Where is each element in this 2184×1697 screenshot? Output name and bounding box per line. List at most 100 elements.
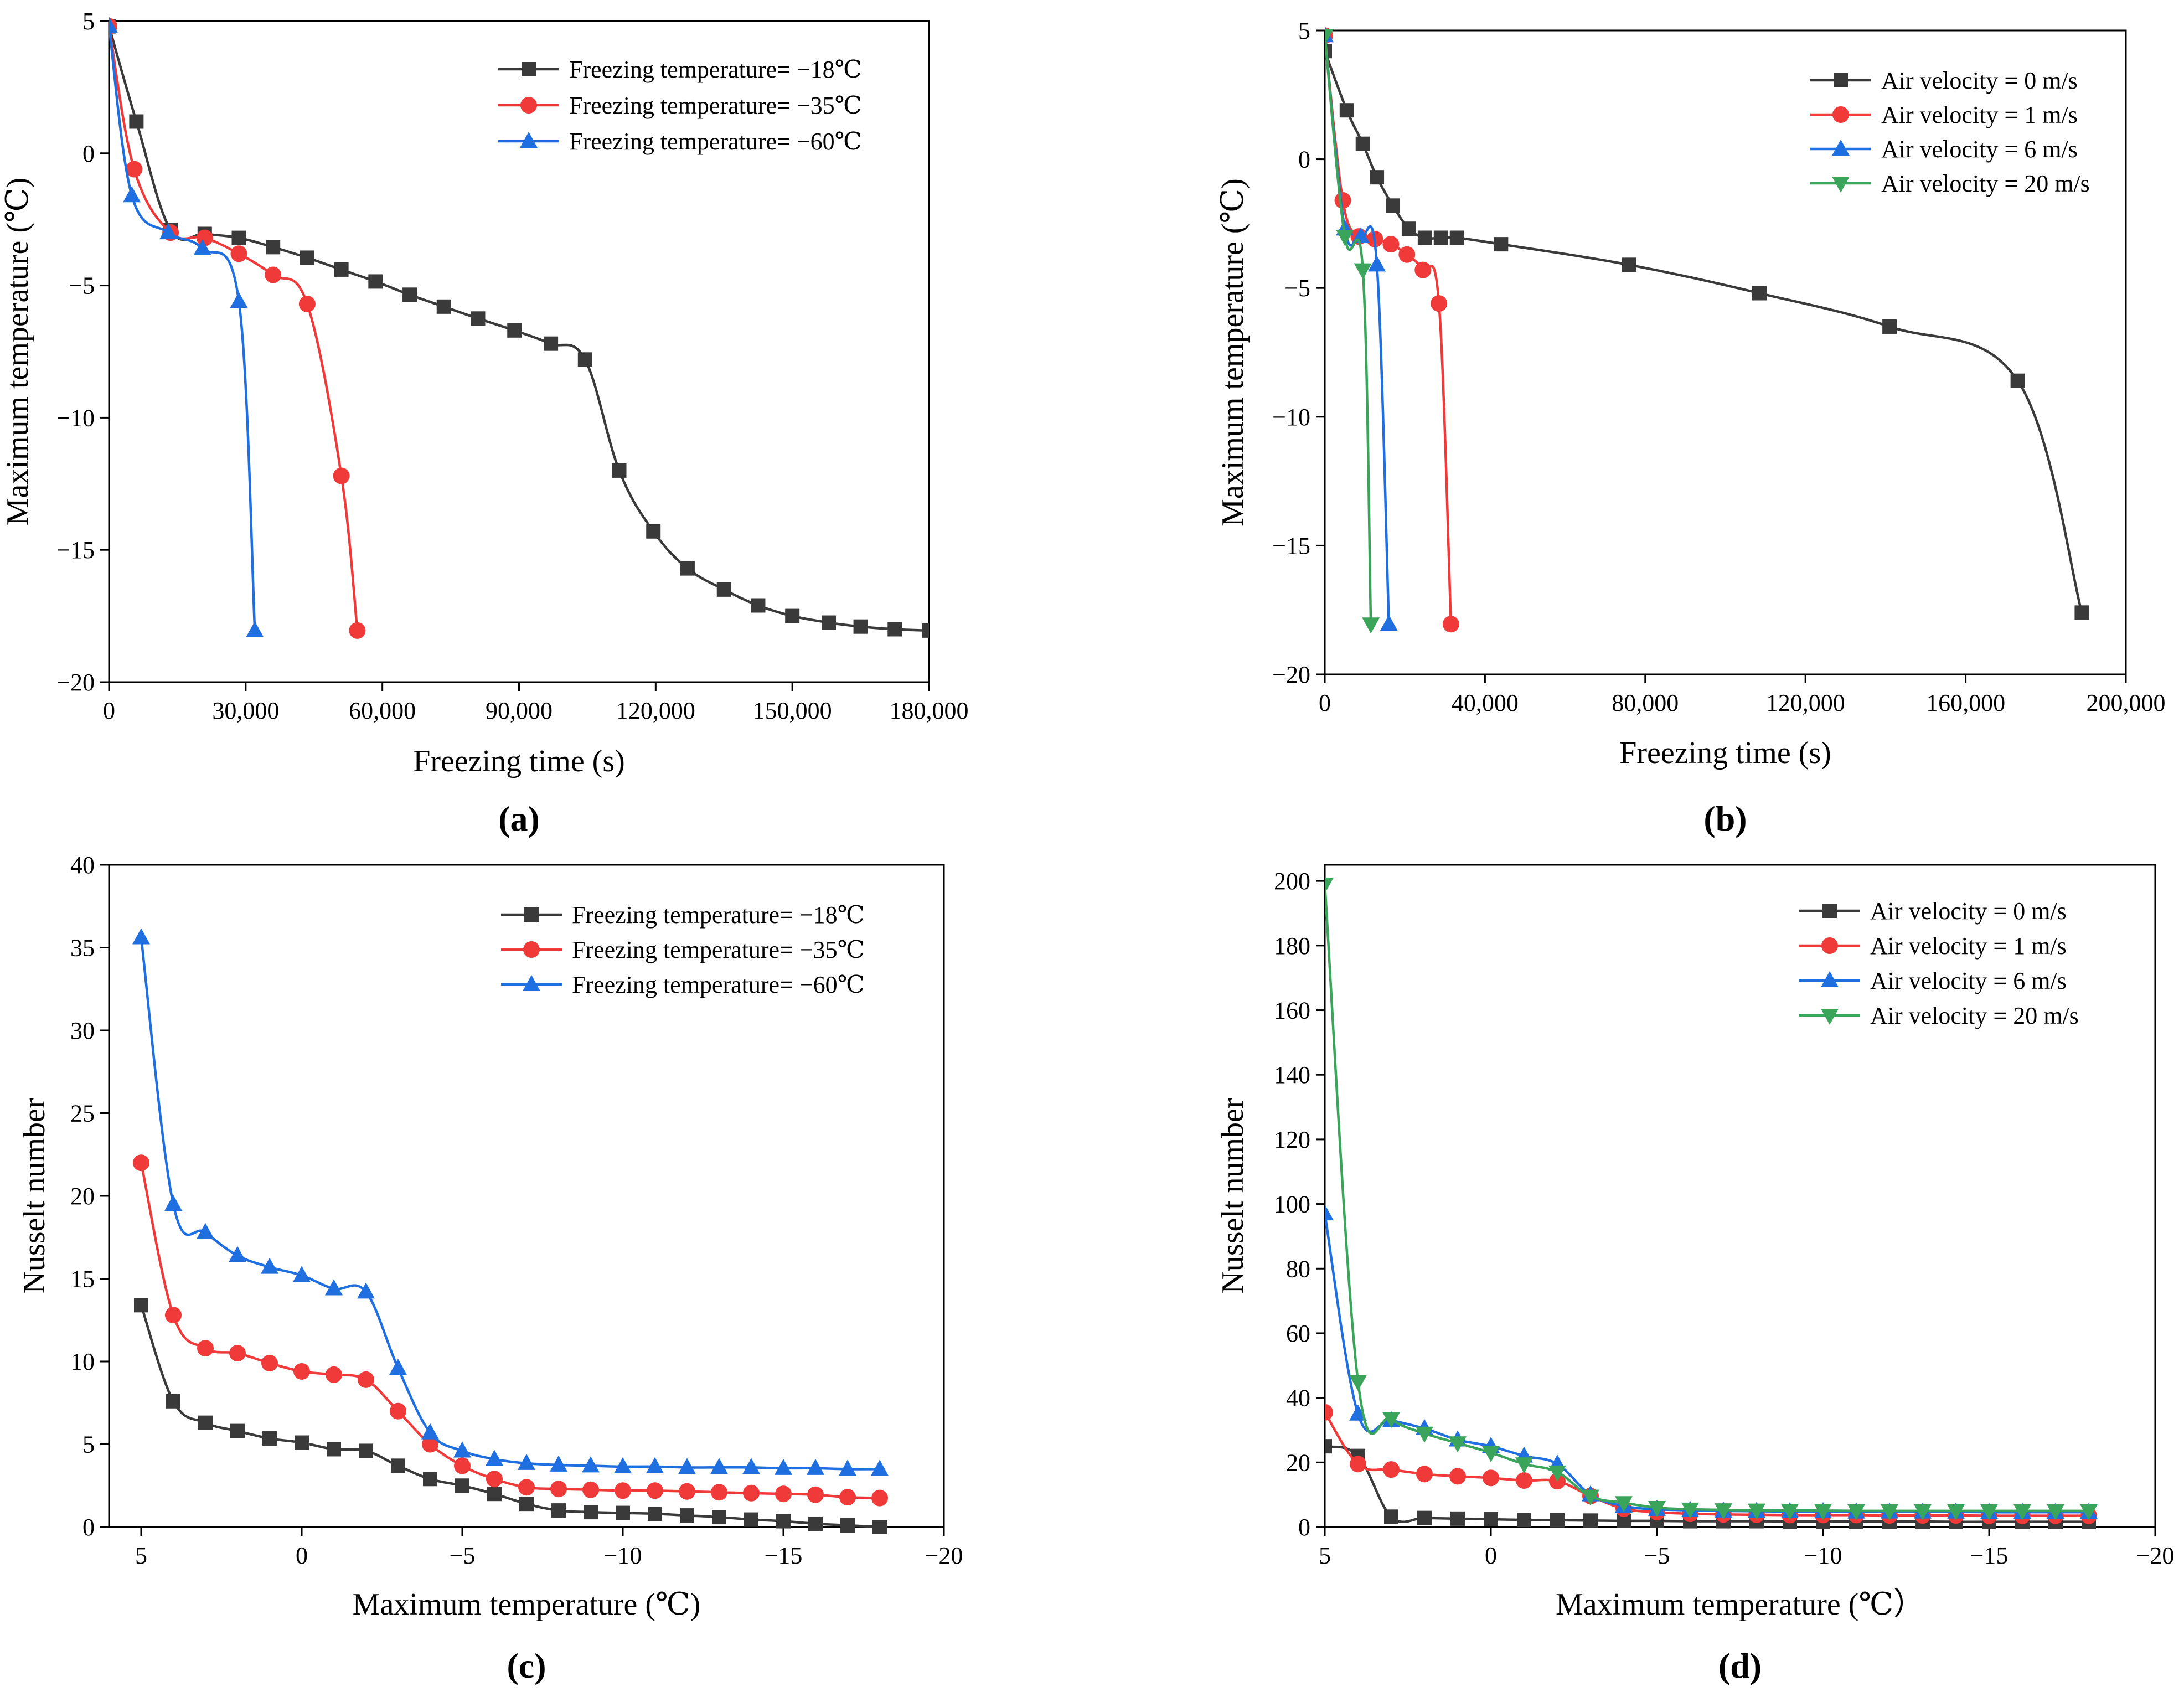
data-point-s2 xyxy=(871,1459,889,1476)
data-point-s1 xyxy=(298,296,316,313)
data-point-s0 xyxy=(1583,1513,1598,1528)
plot-frame xyxy=(1324,864,2156,1528)
data-point-s2 xyxy=(325,1279,343,1296)
data-point-s1 xyxy=(550,1481,567,1498)
data-point-s0 xyxy=(544,336,559,351)
legend-marker xyxy=(523,941,540,958)
series-group xyxy=(1325,878,2098,1529)
data-point-s2 xyxy=(582,1456,600,1473)
y-axis-label: Nusselt number xyxy=(1216,1098,1250,1293)
data-point-s2 xyxy=(389,1358,407,1375)
data-point-s1 xyxy=(518,1479,535,1496)
y-tick-label: 30 xyxy=(70,1017,95,1044)
data-point-s3 xyxy=(1914,1504,1932,1520)
legend-marker xyxy=(522,62,536,76)
data-point-s2 xyxy=(246,621,264,637)
data-point-s0 xyxy=(1484,1512,1498,1526)
data-point-s0 xyxy=(1752,286,1767,301)
plot-frame xyxy=(108,20,930,683)
data-point-s0 xyxy=(231,230,246,245)
data-point-s3 xyxy=(1354,263,1372,280)
data-point-s0 xyxy=(368,274,383,289)
x-tick-label: −15 xyxy=(765,1542,803,1569)
y-tick-label: 140 xyxy=(1274,1061,1310,1089)
series-group xyxy=(132,928,889,1534)
series-line-1 xyxy=(1325,1411,2089,1517)
data-point-s2 xyxy=(261,1257,278,1274)
chart-b: 0 40,000 80,000 120,000 160,000 200,000 −20 −15… xyxy=(1216,17,2166,838)
data-point-s1 xyxy=(647,1482,663,1499)
x-tick-label: 180,000 xyxy=(890,697,969,724)
data-point-s3 xyxy=(1648,1500,1666,1517)
data-point-s1 xyxy=(1382,236,1400,253)
data-point-s0 xyxy=(487,1487,502,1502)
data-point-s2 xyxy=(742,1458,760,1474)
x-tick-label: 150,000 xyxy=(753,697,832,724)
data-point-s1 xyxy=(197,1340,214,1357)
data-point-s3 xyxy=(1548,1465,1566,1482)
legend-label: Freezing temperature= −35℃ xyxy=(569,92,862,119)
data-point-s1 xyxy=(126,161,143,178)
y-tick-label: 5 xyxy=(1298,17,1310,44)
data-point-s1 xyxy=(454,1457,471,1474)
data-point-s0 xyxy=(1494,237,1509,252)
data-point-s1 xyxy=(871,1489,888,1507)
data-point-s2 xyxy=(229,1246,246,1262)
data-point-s3 xyxy=(1681,1502,1699,1519)
data-point-s2 xyxy=(159,223,177,240)
series-line-2 xyxy=(140,937,880,1471)
data-point-s0 xyxy=(853,619,868,634)
data-point-s2 xyxy=(132,928,150,945)
x-tick-label: 5 xyxy=(135,1542,147,1569)
x-tick-label: −5 xyxy=(450,1542,476,1569)
data-point-s0 xyxy=(519,1497,534,1512)
data-point-s1 xyxy=(1398,246,1416,263)
data-point-s3 xyxy=(2013,1504,2031,1520)
data-point-s3 xyxy=(1881,1504,1898,1520)
data-point-s0 xyxy=(1882,319,1897,334)
data-point-s1 xyxy=(1383,1461,1400,1478)
data-point-s3 xyxy=(1748,1503,1765,1520)
data-point-s3 xyxy=(1847,1504,1865,1520)
y-tick-label: 160 xyxy=(1274,997,1310,1024)
data-point-s3 xyxy=(1515,1457,1533,1474)
data-point-s0 xyxy=(166,1394,180,1409)
data-point-s0 xyxy=(2074,605,2089,620)
y-axis-label: Maximum temperature (℃) xyxy=(1216,178,1250,527)
data-point-s2 xyxy=(123,186,141,203)
legend-label: Air velocity = 1 m/s xyxy=(1881,101,2078,128)
legend: Air velocity = 0 m/s Air velocity = 1 m/s… xyxy=(1810,67,2090,197)
legend-marker xyxy=(1832,177,1850,193)
data-point-s3 xyxy=(1781,1504,1799,1520)
data-point-s0 xyxy=(577,352,592,367)
y-tick-label: 25 xyxy=(70,1100,95,1127)
x-axis-label: Maximum temperature (℃） xyxy=(1556,1587,1924,1622)
data-point-s2 xyxy=(293,1266,311,1282)
data-point-s0 xyxy=(646,524,661,539)
legend-marker xyxy=(1834,73,1848,87)
data-point-s2 xyxy=(807,1458,824,1475)
data-point-s1 xyxy=(349,622,366,639)
data-point-s0 xyxy=(887,622,902,637)
chart-c: 5 0 −5 −10 −15 −20 0 5 10 15 20 25 30 35 40 Maximum tem… xyxy=(17,852,963,1685)
data-point-s0 xyxy=(359,1443,373,1458)
data-point-s3 xyxy=(1980,1504,1998,1520)
series-line-1 xyxy=(140,1162,880,1499)
data-point-s1 xyxy=(486,1471,503,1488)
y-tick-label: −20 xyxy=(56,669,95,696)
data-point-s1 xyxy=(1325,1404,1333,1421)
data-point-s0 xyxy=(1450,1511,1465,1526)
data-point-s2 xyxy=(164,1194,182,1211)
y-tick-label: 0 xyxy=(82,140,95,167)
data-point-s0 xyxy=(423,1472,437,1487)
data-point-s0 xyxy=(230,1423,245,1438)
data-point-s1 xyxy=(133,1154,149,1172)
data-point-s1 xyxy=(326,1366,342,1383)
legend-label: Freezing temperature= −60℃ xyxy=(572,971,865,998)
legend-label: Air velocity = 6 m/s xyxy=(1870,967,2067,994)
x-tick-label: 120,000 xyxy=(1766,689,1845,716)
x-axis-label: Maximum temperature (℃) xyxy=(353,1587,701,1622)
data-point-s0 xyxy=(712,1510,726,1525)
data-point-s1 xyxy=(165,1307,182,1324)
